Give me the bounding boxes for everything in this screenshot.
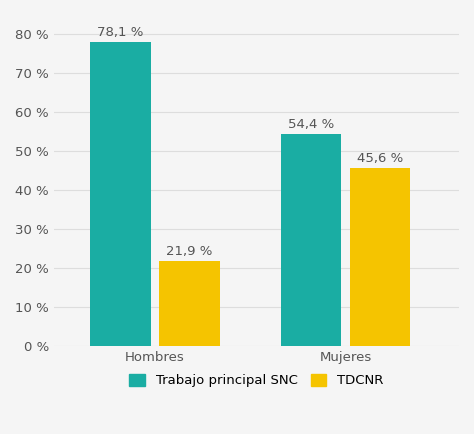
Legend: Trabajo principal SNC, TDCNR: Trabajo principal SNC, TDCNR [124, 368, 389, 392]
Bar [281, 134, 341, 346]
Bar [159, 261, 220, 346]
Text: 45,6 %: 45,6 % [357, 152, 403, 165]
Bar [90, 42, 151, 346]
Text: 21,9 %: 21,9 % [166, 245, 213, 258]
Text: 78,1 %: 78,1 % [97, 26, 144, 39]
Text: 54,4 %: 54,4 % [288, 118, 334, 131]
Bar [349, 168, 410, 346]
